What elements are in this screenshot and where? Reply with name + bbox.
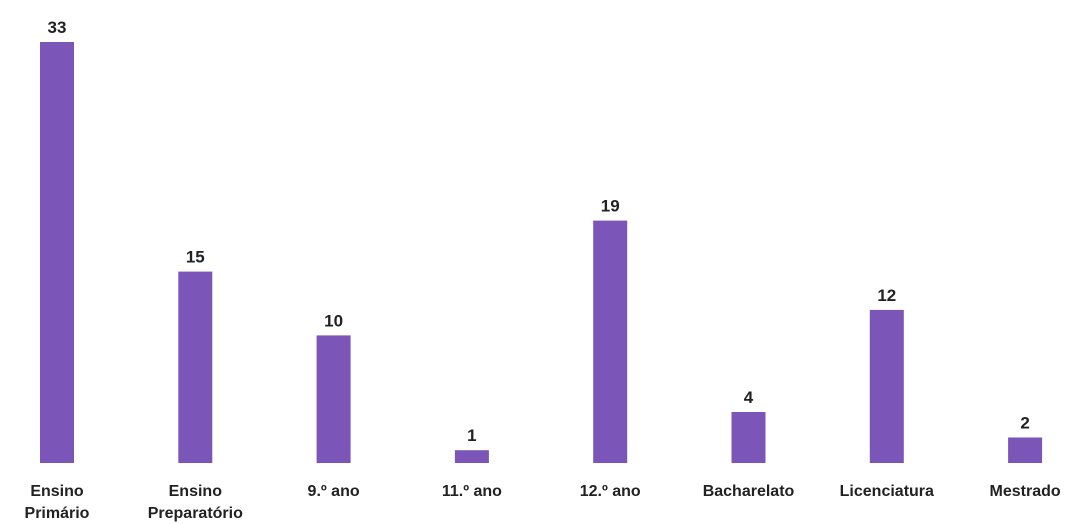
bar-value-label-1: 15 bbox=[186, 248, 205, 267]
bar-value-label-3: 1 bbox=[467, 426, 476, 445]
category-labels-group: Ensino Primário Ensino Preparatório 9.º ano 1… bbox=[25, 483, 1061, 522]
bar-value-label-2: 10 bbox=[324, 311, 343, 330]
category-label-line: 11.º ano bbox=[442, 483, 502, 500]
category-label-line: Bacharelato bbox=[703, 483, 795, 500]
category-label-0: Ensino Primário bbox=[25, 483, 90, 522]
bar-7 bbox=[1008, 437, 1043, 463]
bar-6 bbox=[869, 309, 904, 463]
bar-3 bbox=[454, 450, 489, 463]
bar-0 bbox=[40, 42, 74, 463]
category-label-line: 12.º ano bbox=[580, 483, 641, 500]
category-label-line: Ensino bbox=[169, 483, 223, 500]
category-label-line: Primário bbox=[25, 505, 90, 522]
category-label-6: Licenciatura bbox=[840, 483, 934, 500]
category-label-line: 9.º ano bbox=[308, 483, 360, 500]
bar-value-label-6: 12 bbox=[877, 286, 896, 305]
category-label-2: 9.º ano bbox=[308, 483, 360, 500]
category-label-line: Ensino bbox=[30, 483, 84, 500]
bar-1 bbox=[178, 271, 213, 463]
category-label-3: 11.º ano bbox=[442, 483, 502, 500]
category-label-line: Licenciatura bbox=[840, 483, 934, 500]
category-label-1: Ensino Preparatório bbox=[148, 483, 243, 522]
bars-group bbox=[40, 42, 1043, 463]
category-label-line: Mestrado bbox=[990, 483, 1061, 500]
category-label-5: Bacharelato bbox=[703, 483, 795, 500]
bar-value-label-5: 4 bbox=[744, 388, 754, 407]
value-labels-group: 33 15 10 1 19 4 12 2 bbox=[48, 18, 1030, 445]
bar-value-label-7: 2 bbox=[1020, 414, 1029, 433]
bar-5 bbox=[731, 412, 766, 463]
bar-value-label-4: 19 bbox=[601, 197, 620, 216]
bar-value-label-0: 33 bbox=[48, 18, 67, 37]
bar-4 bbox=[593, 220, 628, 463]
category-label-4: 12.º ano bbox=[580, 483, 641, 500]
bar-2 bbox=[316, 335, 351, 463]
category-label-line: Preparatório bbox=[148, 505, 243, 522]
category-label-7: Mestrado bbox=[990, 483, 1061, 500]
